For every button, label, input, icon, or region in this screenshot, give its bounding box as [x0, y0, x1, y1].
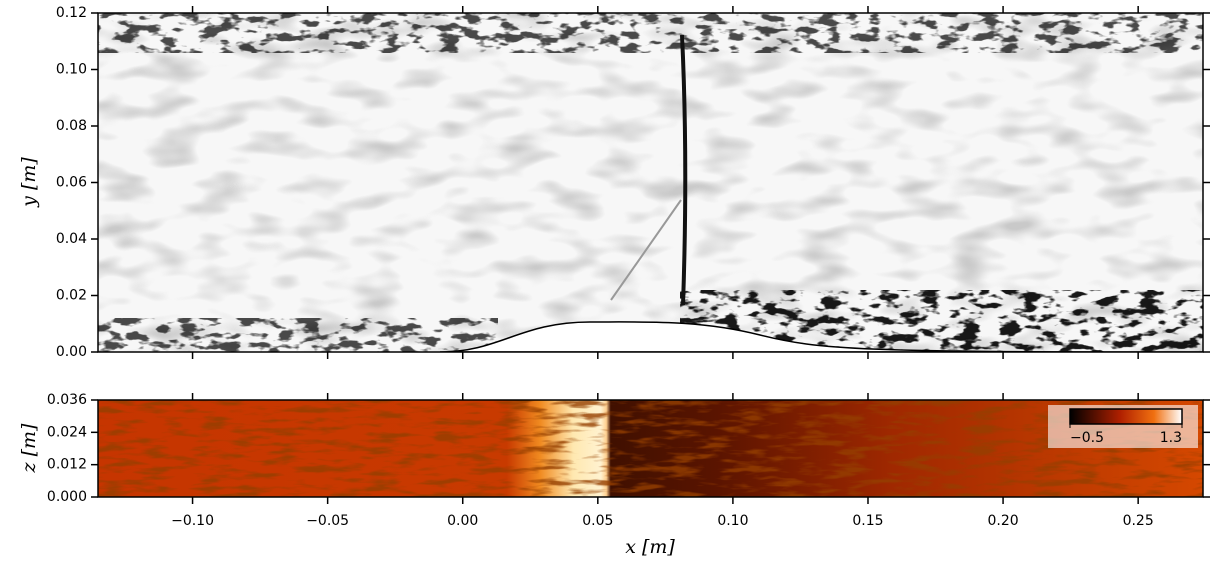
y-tick-label: 0.024 [47, 424, 87, 440]
y-tick-label: 0.012 [47, 457, 87, 473]
y-tick-label: 0.036 [47, 392, 87, 408]
x-tick-label: 0.15 [852, 513, 883, 529]
colorbar [1069, 408, 1183, 425]
x-tick-label: 0.25 [1123, 513, 1154, 529]
axes-frame [97, 399, 1204, 498]
x-tick-label: −0.10 [171, 513, 214, 529]
y-axis-label: y [m] [18, 157, 40, 208]
y-tick-label: 0.000 [47, 489, 87, 505]
y-tick-label: 0.10 [56, 62, 87, 78]
y-tick-label: 0.08 [56, 118, 87, 134]
z-axis-label: z [m] [18, 423, 40, 473]
y-tick-label: 0.06 [56, 175, 87, 191]
x-tick-label: −0.05 [306, 513, 349, 529]
colorbar-tick-label: −0.5 [1070, 430, 1104, 446]
x-tick-label: 0.10 [717, 513, 748, 529]
x-tick-label: 0.00 [447, 513, 478, 529]
schlieren-image [98, 13, 1203, 352]
x-axis-label: x [m] [625, 536, 675, 558]
y-tick-label: 0.02 [56, 288, 87, 304]
y-tick-label: 0.04 [56, 231, 87, 247]
y-tick-label: 0.00 [56, 344, 87, 360]
contour-image [98, 400, 1203, 497]
x-tick-label: 0.05 [582, 513, 613, 529]
x-tick-label: 0.20 [987, 513, 1018, 529]
y-tick-label: 0.12 [56, 5, 87, 21]
colorbar-tick-label: 1.3 [1160, 430, 1182, 446]
